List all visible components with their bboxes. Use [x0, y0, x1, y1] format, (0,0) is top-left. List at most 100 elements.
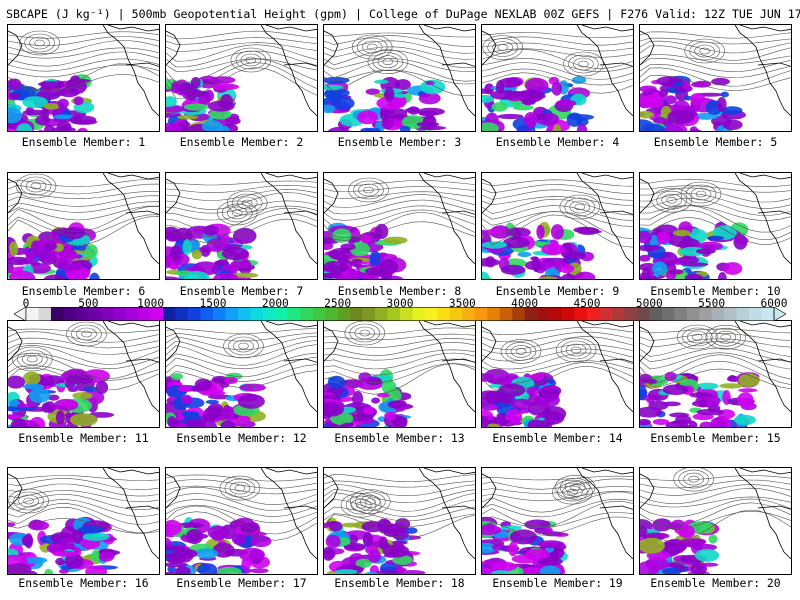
colorbar-tick-label: 5000	[635, 297, 663, 310]
colorbar-swatch	[512, 307, 525, 321]
ensemble-map-panel	[639, 467, 792, 575]
colorbar-swatch	[312, 307, 326, 321]
colorbar-swatch	[250, 307, 264, 321]
colorbar-tick-label: 500	[78, 297, 99, 310]
panel-label: Ensemble Member: 2	[179, 135, 304, 149]
cape-field	[482, 221, 602, 279]
colorbar-swatch	[225, 307, 239, 321]
coastline	[418, 173, 475, 265]
colorbar-swatch	[262, 307, 276, 321]
coastline	[260, 321, 317, 413]
coastline	[576, 468, 633, 560]
coastline	[102, 25, 159, 117]
cape-field	[166, 75, 241, 131]
colorbar-swatch	[674, 307, 688, 321]
panel-label: Ensemble Member: 14	[492, 431, 623, 445]
colorbar-swatch	[337, 307, 351, 321]
coastline	[324, 473, 339, 509]
colorbar	[14, 307, 786, 321]
panel-label: Ensemble Member: 7	[179, 284, 304, 298]
ensemble-map-panel	[481, 467, 634, 575]
colorbar-swatch	[524, 307, 538, 321]
cape-field	[640, 221, 749, 279]
ensemble-map-panel	[481, 24, 634, 132]
colorbar-swatch	[587, 307, 600, 321]
colorbar-swatch	[63, 307, 77, 321]
cape-field	[640, 371, 760, 427]
height-contours	[482, 32, 633, 94]
coastline	[576, 321, 633, 413]
ensemble-map-panel	[165, 24, 318, 132]
height-contours	[8, 173, 159, 246]
coastline	[260, 25, 317, 117]
cape-field	[640, 518, 720, 574]
colorbar-tick-label: 0	[22, 297, 30, 310]
panel-label: Ensemble Member: 13	[334, 431, 465, 445]
colorbar-swatch	[611, 307, 625, 321]
cape-field	[482, 516, 569, 574]
colorbar-swatch	[275, 307, 289, 321]
ensemble-map-panel	[639, 320, 792, 428]
coastline	[734, 321, 791, 413]
colorbar-swatch	[325, 307, 338, 321]
colorbar-swatch	[661, 307, 675, 321]
coastline	[734, 468, 791, 560]
colorbar-swatch	[100, 307, 114, 321]
ensemble-map-panel	[165, 172, 318, 280]
colorbar-tick-label: 3000	[386, 297, 414, 310]
coastline	[418, 321, 475, 413]
coastline	[166, 30, 181, 66]
coastline	[482, 30, 497, 66]
coastline	[640, 30, 655, 66]
colorbar-swatch	[574, 307, 588, 321]
cape-field	[482, 368, 567, 427]
height-contours	[482, 474, 633, 536]
coastline	[640, 178, 655, 214]
colorbar-swatch	[462, 307, 476, 321]
colorbar-tick-label: 1500	[199, 297, 227, 310]
coastline	[260, 173, 317, 265]
ensemble-map-panel	[7, 467, 160, 575]
ensemble-map-panel	[323, 172, 476, 280]
ensemble-map-panel	[323, 320, 476, 428]
coastline	[576, 25, 633, 117]
coastline	[482, 326, 497, 362]
colorbar-swatch	[437, 307, 451, 321]
height-contours	[324, 473, 475, 538]
colorbar-swatch	[649, 307, 663, 321]
colorbar-swatch	[424, 307, 438, 321]
coastline	[166, 473, 181, 509]
colorbar-swatch	[300, 307, 314, 321]
coastline	[324, 326, 339, 362]
colorbar-swatch	[387, 307, 401, 321]
panel-label: Ensemble Member: 8	[337, 284, 462, 298]
colorbar-swatch	[75, 307, 89, 321]
colorbar-swatch	[38, 307, 52, 321]
coastline	[418, 468, 475, 560]
height-contours	[166, 328, 317, 388]
colorbar-swatch	[699, 307, 712, 321]
colorbar-swatch	[375, 307, 388, 321]
colorbar-swatch	[113, 307, 127, 321]
colorbar-tick-label: 2000	[261, 297, 289, 310]
colorbar-tick-label: 1000	[137, 297, 165, 310]
coastline	[8, 178, 23, 214]
coastline	[418, 25, 475, 117]
height-contours	[640, 324, 791, 390]
coastline	[8, 326, 23, 362]
cape-field	[8, 368, 115, 427]
cape-field	[482, 76, 595, 131]
colorbar-swatch	[200, 307, 214, 321]
height-contours	[640, 468, 791, 543]
height-contours	[8, 30, 159, 92]
colorbar-swatch	[549, 307, 563, 321]
cape-field	[8, 74, 98, 131]
colorbar-swatch	[350, 307, 363, 321]
height-contours	[8, 321, 159, 391]
chart-title: SBCAPE (J kg⁻¹) | 500mb Geopotential Hei…	[6, 7, 800, 21]
coastline	[640, 473, 655, 509]
colorbar-swatch	[724, 307, 737, 321]
height-contours	[640, 31, 791, 91]
colorbar-swatch	[88, 307, 102, 321]
colorbar-swatch	[474, 307, 488, 321]
